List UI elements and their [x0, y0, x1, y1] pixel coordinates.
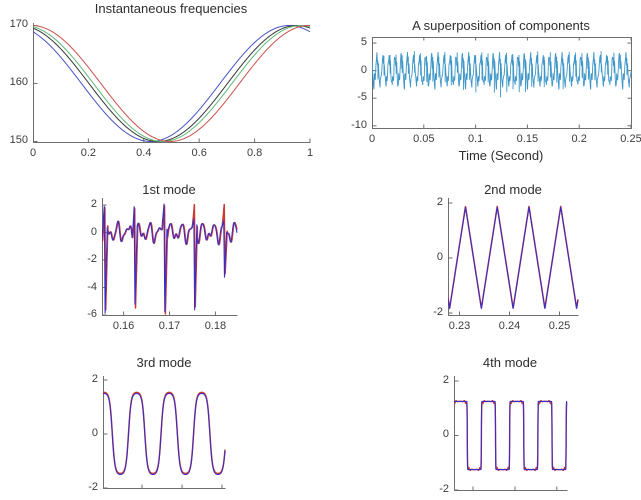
- x-tick-label: 0.2: [80, 147, 97, 159]
- plot-title-3rd-mode: 3rd mode: [136, 355, 192, 370]
- plot-title-1st-mode: 1st mode: [142, 182, 196, 197]
- y-tick-label: 2: [436, 196, 443, 208]
- y-tick-label: -4: [87, 280, 97, 293]
- x-tick-label: 0.25: [548, 320, 571, 332]
- y-tick-label: -2: [439, 483, 449, 495]
- x-tick-label: 0.1: [467, 133, 484, 145]
- plot-canvas-instantaneous-frequencies: [33, 23, 311, 143]
- y-tick-label: -2: [87, 253, 97, 265]
- y-tick-label: 0: [360, 63, 367, 76]
- x-tick-label: 0.23: [448, 320, 471, 332]
- plot-title-instantaneous-frequencies: Instantaneous frequencies: [94, 1, 248, 16]
- x-axis-label-time-second: Time (Second): [458, 148, 544, 163]
- x-tick-label: 0.6: [191, 147, 207, 159]
- x-tick-label: 0.25: [620, 133, 641, 145]
- x-tick-label: 1: [306, 147, 314, 159]
- x-tick-label: 0.18: [204, 320, 227, 332]
- x-tick-label: 0.2: [571, 133, 587, 145]
- y-tick-label: -6: [87, 308, 97, 320]
- y-tick-label: 2: [442, 373, 449, 386]
- y-tick-label: 2: [90, 198, 97, 210]
- plot-title-superposition: A superposition of components: [412, 18, 590, 33]
- plot-canvas-superposition: [372, 37, 632, 129]
- y-tick-label: 2: [91, 372, 98, 385]
- x-tick-label: 0.8: [246, 147, 263, 159]
- x-tick-label: 0.24: [498, 320, 521, 332]
- x-tick-label: 0.15: [516, 133, 539, 145]
- y-tick-label: 170: [9, 18, 28, 31]
- y-tick-label: 150: [9, 134, 28, 147]
- plot-title-4th-mode: 4th mode: [482, 355, 538, 370]
- y-tick-label: -5: [357, 91, 367, 104]
- y-tick-label: 160: [9, 76, 28, 89]
- plot-canvas-1st-mode: [102, 198, 238, 316]
- y-tick-label: -10: [351, 118, 367, 131]
- plot-canvas-3rd-mode: [103, 376, 226, 489]
- x-tick-label: 0.16: [112, 320, 135, 332]
- y-tick-label: 0: [436, 250, 443, 263]
- y-tick-label: 0: [91, 426, 98, 439]
- y-tick-label: 0: [90, 225, 97, 238]
- plot-canvas-4th-mode: [454, 376, 568, 491]
- x-tick-label: 0: [29, 147, 37, 159]
- y-tick-label: 0: [442, 428, 449, 441]
- x-tick-label: 0.05: [413, 133, 435, 145]
- y-tick-label: -2: [433, 305, 443, 318]
- y-tick-label: 5: [360, 36, 367, 49]
- x-tick-label: 0.17: [158, 320, 181, 332]
- x-tick-label: 0.4: [136, 147, 152, 159]
- plot-canvas-2nd-mode: [448, 198, 579, 316]
- plot-title-2nd-mode: 2nd mode: [484, 182, 542, 197]
- x-tick-label: 0: [368, 133, 376, 145]
- y-tick-label: -2: [88, 481, 98, 493]
